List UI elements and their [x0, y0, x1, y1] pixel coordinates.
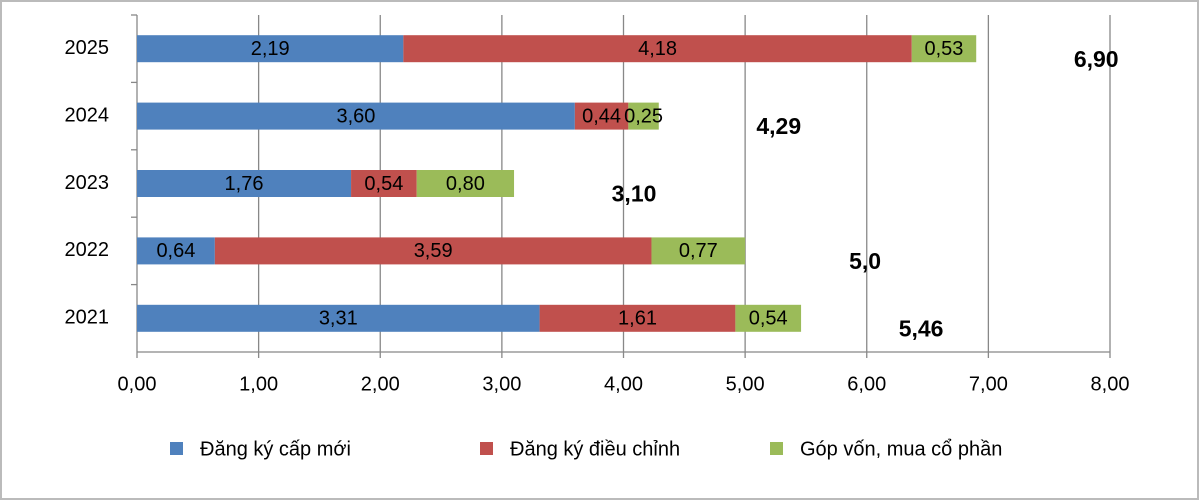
data-label: 3,59 [414, 240, 453, 262]
legend-swatch [170, 442, 183, 455]
bar-segment [351, 170, 417, 197]
x-tick-label: 7,00 [969, 373, 1008, 395]
bar-segment [137, 102, 575, 130]
total-label: 3,10 [612, 181, 657, 207]
y-tick-label: 2022 [65, 239, 110, 261]
data-label: 0,80 [446, 173, 485, 195]
data-label: 0,25 [624, 105, 663, 127]
bar-segment [137, 304, 540, 332]
bar-segment [911, 35, 977, 63]
legend-swatch [770, 442, 783, 455]
bar-segment [137, 170, 352, 197]
y-tick-label: 2025 [65, 37, 110, 59]
total-label: 5,46 [899, 315, 944, 341]
bar-segment [539, 304, 736, 332]
legend-swatch [480, 442, 493, 455]
x-tick-label: 8,00 [1091, 373, 1130, 395]
x-tick-label: 2,00 [361, 373, 400, 395]
bar-segment [403, 35, 912, 63]
data-label: 0,64 [156, 240, 195, 262]
bar-segment [735, 304, 802, 332]
bar-segment [137, 237, 215, 265]
x-tick-label: 1,00 [239, 373, 278, 395]
bar-segment [137, 35, 404, 63]
total-label: 4,29 [756, 113, 801, 139]
data-label: 0,53 [925, 38, 964, 60]
total-label: 6,90 [1074, 46, 1119, 72]
x-tick-label: 3,00 [482, 373, 521, 395]
bar-segment [628, 102, 659, 130]
total-label: 5,0 [849, 248, 881, 274]
data-label: 3,31 [319, 308, 358, 330]
data-label: 0,54 [364, 173, 403, 195]
y-tick-label: 2023 [65, 172, 110, 194]
data-label: 0,54 [749, 308, 788, 330]
data-label: 2,19 [251, 38, 290, 60]
x-tick-label: 0,00 [118, 373, 157, 395]
data-label: 3,60 [336, 105, 375, 127]
legend-label: Đăng ký điều chỉnh [510, 438, 680, 460]
data-label: 1,76 [225, 173, 264, 195]
x-tick-label: 5,00 [726, 373, 765, 395]
data-label: 1,61 [618, 308, 657, 330]
y-tick-label: 2024 [65, 104, 110, 126]
legend-label: Đăng ký cấp mới [200, 438, 351, 460]
legend-label: Góp vốn, mua cổ phần [800, 438, 1002, 460]
data-label: 0,77 [679, 240, 718, 262]
x-tick-label: 6,00 [847, 373, 886, 395]
x-tick-label: 4,00 [604, 373, 643, 395]
bar-segment [214, 237, 652, 265]
data-label: 0,44 [582, 105, 621, 127]
bar-segment [574, 102, 629, 130]
bar-segment [416, 170, 515, 197]
bar-segment [651, 237, 746, 265]
y-tick-label: 2021 [65, 307, 110, 329]
data-label: 4,18 [638, 38, 677, 60]
